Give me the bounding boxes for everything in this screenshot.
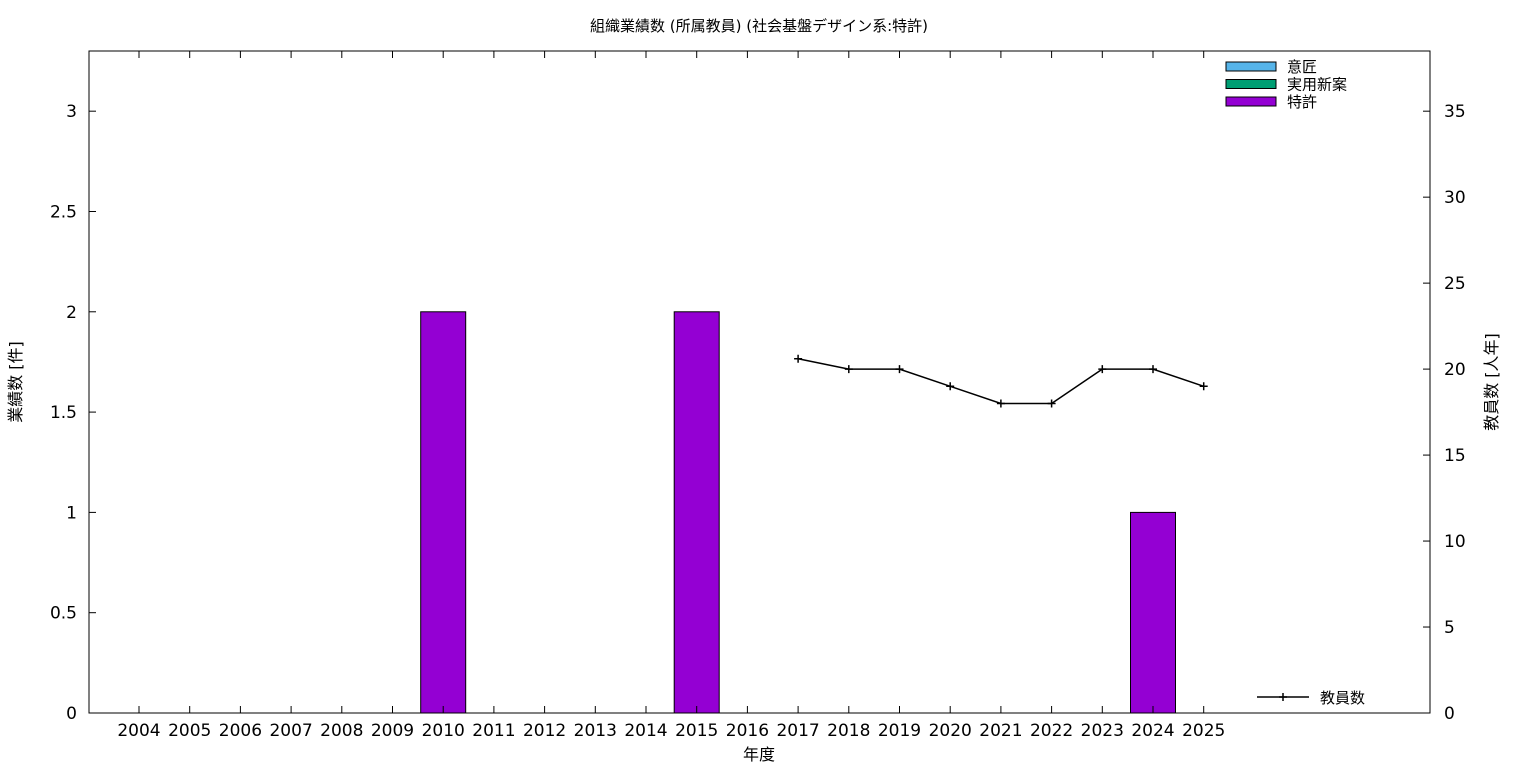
legend-swatch xyxy=(1225,61,1277,72)
legend-label: 実用新案 xyxy=(1287,76,1347,94)
legend-label: 教員数 xyxy=(1320,689,1365,707)
y-tick-label: 0 xyxy=(66,704,77,724)
point-2021 xyxy=(996,399,1005,408)
y-tick-label: 3 xyxy=(66,102,77,122)
legend-label: 意匠 xyxy=(1287,58,1317,76)
y2-tick-label: 25 xyxy=(1444,274,1466,294)
x-tick-label: 2008 xyxy=(320,721,363,741)
x-tick-label: 2014 xyxy=(624,721,667,741)
y-tick-label: 1 xyxy=(66,503,77,523)
y-tick-label: 0.5 xyxy=(50,604,77,624)
y2-axis-title: 教員数 [人年] xyxy=(1482,333,1501,431)
x-tick-label: 2022 xyxy=(1030,721,1073,741)
point-2024 xyxy=(1149,365,1157,374)
x-tick-label: 2024 xyxy=(1131,721,1174,741)
point-2025 xyxy=(1199,382,1208,391)
x-tick-label: 2004 xyxy=(117,721,160,741)
point-2020 xyxy=(946,382,955,391)
x-tick-label: 2010 xyxy=(422,721,465,741)
y-axis-title: 業績数 [件] xyxy=(6,341,25,423)
y2-tick-label: 5 xyxy=(1444,618,1455,638)
legend-swatch xyxy=(1225,79,1277,89)
x-tick-label: 2007 xyxy=(269,721,312,741)
y2-tick-label: 20 xyxy=(1444,360,1466,380)
x-tick-label: 2017 xyxy=(776,721,819,741)
plot-area xyxy=(420,311,1208,714)
x-tick-label: 2013 xyxy=(574,721,617,741)
y2-tick-label: 35 xyxy=(1444,102,1466,122)
axes: 2004 2005 2006 2007 2008 2009 2010 2011 2012 2013… xyxy=(50,51,1466,741)
chart-title: 組織業績数 (所属教員) (社会基盤デザイン系:特許) xyxy=(590,17,928,35)
point-2018 xyxy=(844,365,853,374)
x-axis-title: 年度 xyxy=(743,745,775,764)
plot-frame xyxy=(88,50,1431,714)
y-tick-label: 1.5 xyxy=(50,403,77,423)
y-tick-label: 2.5 xyxy=(50,202,77,222)
x-tick-label: 2011 xyxy=(472,721,515,741)
x-tick-label: 2021 xyxy=(979,721,1022,741)
x-tick-label: 2019 xyxy=(878,721,921,741)
x-tick-label: 2018 xyxy=(827,721,870,741)
point-2023 xyxy=(1098,365,1107,374)
y2-tick-label: 10 xyxy=(1444,532,1466,552)
x-tick-label: 2020 xyxy=(929,721,972,741)
point-2017 xyxy=(794,354,803,363)
legend-swatch xyxy=(1225,96,1277,107)
legend-marker xyxy=(1279,693,1287,701)
bar-2010 xyxy=(420,311,467,714)
x-tick-label: 2016 xyxy=(726,721,769,741)
x-tick-label: 2023 xyxy=(1081,721,1124,741)
x-tick-label: 2009 xyxy=(371,721,414,741)
x-tick-label: 2015 xyxy=(675,721,718,741)
y2-tick-label: 30 xyxy=(1444,188,1466,208)
x-tick-label: 2005 xyxy=(168,721,211,741)
y-tick-label: 2 xyxy=(66,303,77,323)
bar-2015 xyxy=(673,311,720,714)
point-2022 xyxy=(1047,399,1056,408)
x-tick-label: 2012 xyxy=(523,721,566,741)
y2-tick-label: 0 xyxy=(1444,704,1455,724)
legend-label: 特許 xyxy=(1287,93,1317,111)
y2-tick-label: 15 xyxy=(1444,446,1466,466)
bar-2024 xyxy=(1130,511,1176,714)
point-2019 xyxy=(895,365,904,374)
series-line xyxy=(797,358,1204,405)
x-tick-label: 2006 xyxy=(219,721,262,741)
x-tick-label: 2025 xyxy=(1182,721,1225,741)
